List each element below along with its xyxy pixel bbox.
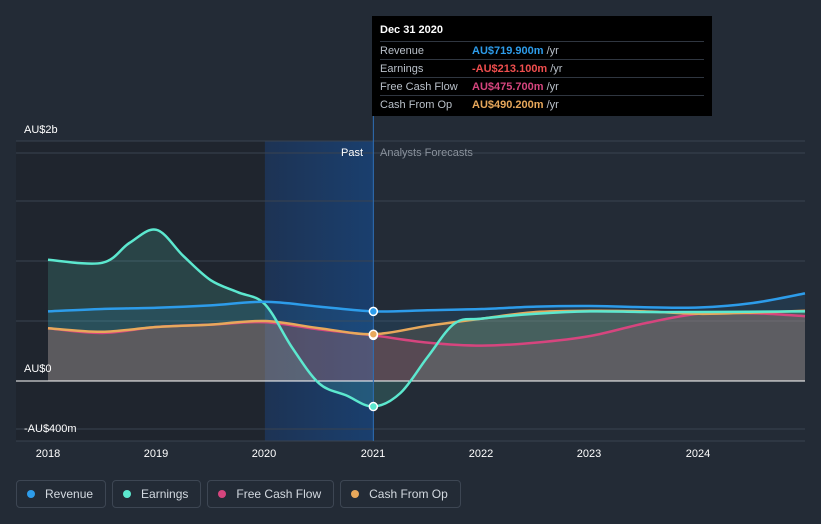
highlight-point-earnings bbox=[368, 401, 379, 412]
legend-label: Cash From Op bbox=[369, 487, 448, 501]
highlight-region-shade bbox=[264, 141, 374, 441]
x-tick-2023: 2023 bbox=[576, 448, 602, 460]
legend-item-cash-from-op[interactable]: Cash From Op bbox=[340, 480, 461, 508]
highlight-point-revenue bbox=[368, 306, 379, 317]
tooltip-unit: /yr bbox=[546, 80, 559, 93]
y-label-zero: AU$0 bbox=[24, 363, 52, 375]
series-line-cash-from-op bbox=[47, 309, 806, 336]
legend-label: Free Cash Flow bbox=[236, 487, 322, 501]
tooltip-value: AU$490.200m bbox=[472, 98, 544, 111]
tooltip-label: Earnings bbox=[380, 62, 424, 75]
x-tick-2019: 2019 bbox=[143, 448, 169, 460]
legend-label: Revenue bbox=[45, 487, 94, 501]
forecast-label: Analysts Forecasts bbox=[380, 147, 473, 159]
legend-item-revenue[interactable]: Revenue bbox=[16, 480, 107, 508]
legend-dot-icon bbox=[27, 490, 35, 498]
tooltip-label: Revenue bbox=[380, 44, 425, 57]
past-region-shade bbox=[16, 141, 265, 441]
tooltip-unit: /yr bbox=[546, 44, 559, 57]
area-cash-from-op bbox=[48, 310, 805, 381]
legend: Revenue Earnings Free Cash Flow Cash Fro… bbox=[16, 480, 461, 508]
area-earnings bbox=[48, 229, 805, 407]
tooltip-unit: /yr bbox=[550, 62, 563, 75]
tooltip-label: Free Cash Flow bbox=[380, 80, 458, 93]
area-revenue bbox=[48, 293, 805, 381]
tooltip-unit: /yr bbox=[546, 98, 559, 111]
tooltip-value: -AU$213.100m bbox=[472, 62, 548, 75]
tooltip-date: Dec 31 2020 bbox=[380, 24, 443, 36]
past-label: Past bbox=[341, 147, 364, 159]
tooltip-row-earnings: Earnings -AU$213.100m /yr bbox=[380, 59, 704, 77]
x-tick-2018: 2018 bbox=[35, 448, 61, 460]
y-label-top: AU$2b bbox=[24, 124, 58, 136]
legend-dot-icon bbox=[123, 490, 132, 498]
tooltip-value: AU$475.700m bbox=[472, 80, 544, 93]
tooltip-label: Cash From Op bbox=[380, 98, 453, 111]
legend-label: Earnings bbox=[141, 487, 189, 501]
legend-dot-icon bbox=[218, 490, 227, 498]
tooltip-value: AU$719.900m bbox=[472, 44, 544, 57]
area-free-cash-flow bbox=[48, 312, 805, 381]
x-tick-2024: 2024 bbox=[685, 448, 711, 460]
legend-dot-icon bbox=[351, 490, 360, 498]
y-label-bottom: -AU$400m bbox=[24, 423, 77, 435]
tooltip-row-free-cash-flow: Free Cash Flow AU$475.700m /yr bbox=[380, 77, 704, 95]
tooltip-row-revenue: Revenue AU$719.900m /yr bbox=[380, 41, 704, 59]
series-line-earnings bbox=[47, 228, 806, 408]
legend-item-earnings[interactable]: Earnings bbox=[112, 480, 202, 508]
x-tick-2021: 2021 bbox=[360, 448, 386, 460]
x-tick-2020: 2020 bbox=[251, 448, 277, 460]
tooltip-row-cash-from-op: Cash From Op AU$490.200m /yr bbox=[380, 95, 704, 113]
legend-item-free-cash-flow[interactable]: Free Cash Flow bbox=[207, 480, 335, 508]
tooltip: Dec 31 2020 Revenue AU$719.900m /yr Earn… bbox=[372, 16, 712, 116]
x-tick-2022: 2022 bbox=[468, 448, 494, 460]
series-line-revenue bbox=[47, 292, 806, 313]
highlight-point-cash-from-op bbox=[368, 329, 379, 339]
